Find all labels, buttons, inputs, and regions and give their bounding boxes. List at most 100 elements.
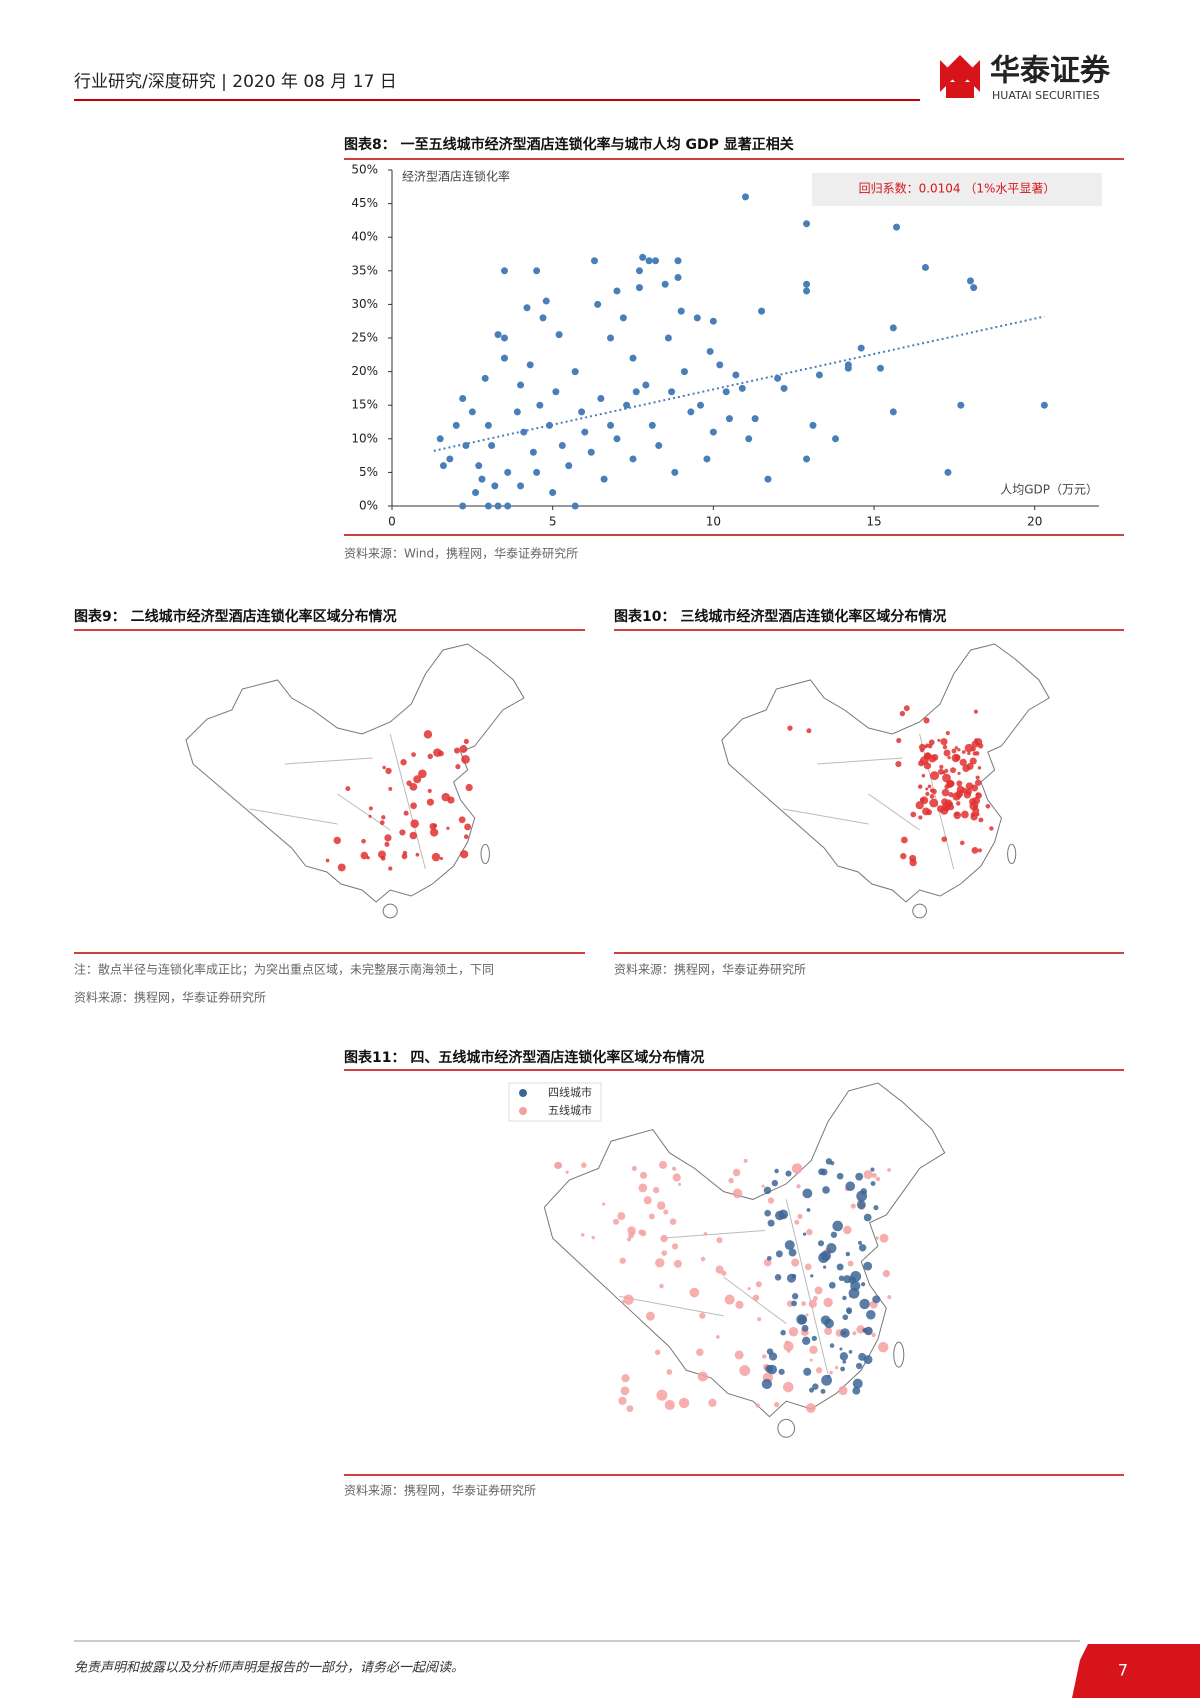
map-dot bbox=[860, 1282, 866, 1287]
map-dot bbox=[937, 768, 944, 775]
map-dot bbox=[775, 1250, 783, 1258]
footer-text: 免责声明和披露以及分析师声明是报告的一部分，请务必一起阅读。 bbox=[74, 1661, 464, 1676]
map-dot bbox=[864, 1329, 868, 1333]
x-tick-label: 0 bbox=[388, 515, 396, 529]
map-dot bbox=[459, 850, 469, 859]
y-tick-label: 0% bbox=[359, 499, 378, 513]
scatter-point bbox=[803, 220, 811, 228]
scatter-point bbox=[677, 307, 685, 315]
map-dot bbox=[937, 738, 941, 742]
map-dot bbox=[975, 792, 982, 799]
figure-title: 图表9： 二线城市经济型酒店连锁化率区域分布情况 bbox=[74, 608, 397, 625]
map-dot bbox=[368, 806, 373, 811]
map-dot bbox=[939, 764, 944, 769]
map-dot bbox=[591, 1235, 595, 1240]
map-dot bbox=[628, 1232, 635, 1239]
scatter-point bbox=[491, 482, 499, 490]
scatter-point bbox=[893, 223, 901, 231]
scatter-point bbox=[594, 300, 602, 308]
map-dot bbox=[919, 797, 925, 803]
map-dot bbox=[791, 1273, 797, 1279]
trendline bbox=[433, 315, 1045, 452]
map bbox=[185, 643, 525, 919]
map-dot bbox=[402, 850, 408, 856]
map-border bbox=[785, 1199, 829, 1375]
map-dot bbox=[773, 1401, 780, 1408]
scatter-point bbox=[597, 394, 605, 402]
map-dot bbox=[778, 1368, 785, 1375]
map-dot bbox=[969, 757, 977, 765]
map-dot bbox=[820, 1388, 826, 1394]
map-dot bbox=[929, 798, 939, 808]
map-dot bbox=[915, 801, 924, 810]
scatter-point bbox=[732, 371, 740, 379]
scatter-point bbox=[623, 401, 631, 409]
map-dot bbox=[626, 1405, 634, 1413]
scatter-point bbox=[668, 388, 676, 396]
map-dot bbox=[655, 1258, 665, 1268]
map-dot bbox=[581, 1162, 587, 1168]
map-dot bbox=[978, 817, 984, 823]
scatter-point bbox=[751, 415, 759, 423]
map-dot bbox=[974, 751, 980, 756]
map-dot bbox=[840, 1366, 845, 1372]
scatter-point bbox=[831, 435, 839, 443]
scatter-point bbox=[742, 193, 749, 201]
map-dot bbox=[871, 1332, 876, 1338]
scatter-point bbox=[803, 280, 811, 288]
scatter-point bbox=[857, 344, 865, 352]
map-dot bbox=[812, 1383, 819, 1390]
scatter-point bbox=[745, 435, 753, 443]
map-dot bbox=[971, 784, 979, 792]
map-dot bbox=[666, 1369, 673, 1375]
map-dot bbox=[821, 1374, 832, 1386]
scatter-point bbox=[533, 267, 541, 275]
map-dot bbox=[796, 1314, 807, 1325]
map-dot bbox=[850, 1203, 856, 1209]
scatter-point bbox=[578, 408, 586, 416]
map-dot bbox=[771, 1179, 779, 1187]
map-dot bbox=[921, 773, 926, 778]
map-dot bbox=[459, 745, 468, 753]
map-dot bbox=[767, 1197, 775, 1204]
y-tick-label: 50% bbox=[351, 163, 378, 177]
map-dot bbox=[787, 725, 793, 731]
map-dot bbox=[882, 1269, 891, 1278]
map-dot bbox=[811, 1335, 817, 1342]
map-dot bbox=[801, 1324, 809, 1332]
map-dot bbox=[973, 804, 978, 810]
map-dot bbox=[661, 1250, 668, 1256]
map-dot bbox=[732, 1168, 741, 1177]
map-dot bbox=[947, 756, 951, 760]
scatter-point bbox=[462, 442, 470, 450]
map-dot bbox=[775, 1210, 785, 1221]
scatter-point bbox=[722, 388, 730, 396]
scatter-point bbox=[706, 347, 714, 355]
scatter-point bbox=[452, 421, 460, 429]
map-dot bbox=[423, 730, 433, 739]
map-dot bbox=[657, 1201, 666, 1210]
scatter-point bbox=[478, 475, 486, 483]
map-dot bbox=[382, 765, 386, 770]
scatter-point bbox=[536, 401, 544, 409]
map-dot bbox=[830, 1231, 838, 1238]
scatter-point bbox=[500, 267, 508, 275]
map-dot bbox=[922, 807, 930, 816]
scatter-point bbox=[645, 257, 653, 265]
scatter-point bbox=[629, 354, 637, 362]
map-dot bbox=[463, 834, 469, 840]
map-dot bbox=[788, 1326, 799, 1337]
map-dot bbox=[337, 863, 346, 872]
map-dot bbox=[464, 823, 472, 831]
scatter-point bbox=[844, 364, 852, 372]
scatter-point bbox=[504, 468, 512, 476]
map-dot bbox=[768, 1352, 778, 1361]
map-dot bbox=[923, 717, 930, 724]
map-island bbox=[912, 903, 927, 919]
map-dot bbox=[973, 709, 979, 714]
scatter-point bbox=[500, 334, 508, 342]
map-dot bbox=[856, 1200, 866, 1210]
map-island bbox=[777, 1418, 796, 1438]
map-dot bbox=[920, 756, 929, 765]
map-dot bbox=[956, 801, 961, 806]
